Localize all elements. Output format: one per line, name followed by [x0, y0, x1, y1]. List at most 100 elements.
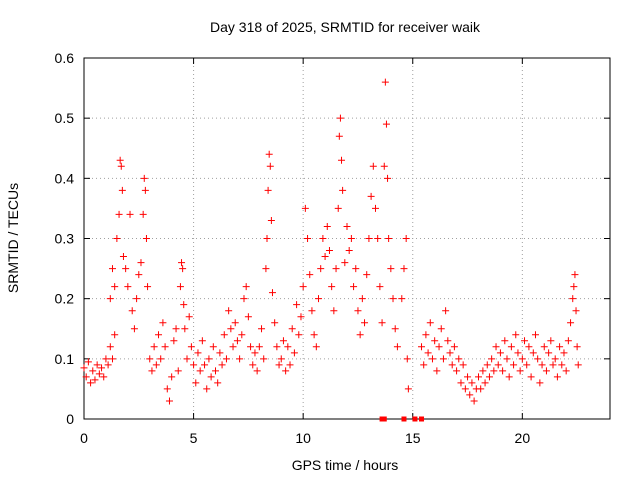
data-point — [163, 385, 171, 393]
data-point — [115, 210, 123, 218]
data-point — [180, 301, 188, 309]
data-point — [93, 361, 101, 369]
data-point — [87, 379, 95, 387]
data-point — [521, 337, 529, 345]
data-point — [385, 235, 393, 242]
data-point — [104, 361, 112, 369]
data-point — [503, 355, 511, 363]
data-point — [310, 331, 318, 339]
axis-marker — [401, 416, 407, 422]
chart-title: Day 318 of 2025, SRMTID for receiver wai… — [210, 19, 481, 35]
data-point — [510, 361, 518, 369]
data-point — [369, 162, 377, 170]
data-point — [268, 289, 276, 297]
data-point — [490, 367, 498, 375]
data-point — [117, 162, 125, 170]
data-point — [212, 367, 219, 375]
data-point — [306, 271, 314, 279]
data-point — [214, 379, 222, 387]
axis-marker — [381, 416, 387, 422]
data-point — [345, 247, 353, 255]
data-point — [437, 325, 445, 333]
data-point — [89, 367, 97, 375]
data-point — [545, 349, 553, 357]
data-point — [470, 397, 478, 405]
data-point — [382, 120, 390, 128]
data-point — [152, 361, 160, 369]
data-point — [133, 295, 141, 303]
data-point — [573, 343, 581, 351]
data-point — [431, 337, 439, 345]
data-point — [190, 361, 198, 369]
data-point — [536, 379, 544, 387]
data-point — [466, 391, 474, 399]
data-point — [95, 370, 103, 378]
data-point — [317, 265, 325, 273]
data-point — [477, 385, 485, 393]
data-point — [139, 210, 147, 218]
data-point — [485, 373, 493, 381]
data-point — [350, 283, 358, 291]
data-point — [106, 343, 114, 351]
data-point — [84, 358, 92, 366]
data-point — [501, 337, 509, 345]
data-point — [531, 331, 539, 339]
data-point — [179, 265, 187, 273]
data-point — [475, 373, 482, 381]
data-point — [336, 114, 344, 122]
data-point — [229, 343, 237, 351]
data-point — [439, 355, 447, 363]
data-point — [391, 325, 399, 333]
data-point — [571, 271, 579, 279]
data-point — [352, 265, 360, 273]
data-point — [384, 174, 392, 182]
data-point — [251, 349, 259, 357]
data-point — [233, 337, 241, 345]
axis-marker — [412, 416, 418, 422]
data-point — [574, 361, 582, 369]
data-point — [481, 379, 489, 387]
data-point — [185, 313, 193, 321]
data-point — [459, 361, 467, 369]
data-point — [338, 156, 346, 164]
data-point — [393, 343, 401, 351]
data-point — [435, 343, 443, 351]
data-point — [192, 379, 200, 387]
data-point — [376, 283, 384, 291]
x-tick-label: 15 — [405, 430, 421, 446]
data-point — [496, 349, 504, 357]
data-point — [549, 361, 557, 369]
data-point — [218, 361, 226, 369]
x-axis-label: GPS time / hours — [292, 457, 399, 473]
data-point — [479, 367, 487, 375]
data-point — [91, 376, 99, 384]
data-point — [325, 247, 333, 255]
data-point — [260, 355, 268, 363]
data-point — [122, 265, 130, 273]
data-point — [176, 283, 184, 291]
data-point — [258, 325, 266, 333]
data-point — [494, 361, 502, 369]
data-point — [319, 235, 327, 242]
data-point — [418, 343, 426, 351]
data-point — [273, 343, 281, 351]
data-point — [170, 337, 178, 345]
data-point — [277, 355, 285, 363]
data-point — [150, 343, 158, 351]
data-point — [140, 174, 148, 182]
data-point — [446, 349, 454, 357]
axis-marker — [419, 416, 425, 422]
data-point — [187, 343, 195, 351]
data-point — [146, 355, 154, 363]
data-point — [356, 331, 364, 339]
data-point — [126, 210, 134, 218]
data-point — [144, 283, 152, 291]
data-point — [231, 319, 239, 327]
x-tick-label: 20 — [515, 430, 531, 446]
data-point — [286, 361, 294, 369]
data-point — [263, 235, 271, 242]
data-point — [492, 343, 500, 351]
data-point — [422, 331, 430, 339]
data-point — [387, 265, 395, 273]
data-point — [512, 331, 520, 339]
